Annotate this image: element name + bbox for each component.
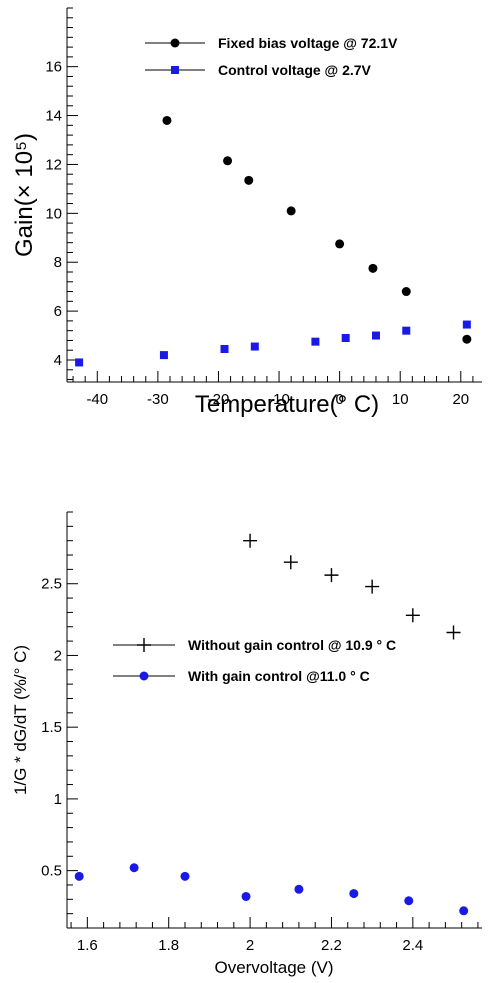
x-tick-label: 2.4 <box>402 937 423 954</box>
y-tick-label: 12 <box>45 156 62 173</box>
y-tick-label: 1 <box>54 791 62 808</box>
x-axis-title: Temperature(° C) <box>195 391 379 418</box>
data-point <box>250 342 259 351</box>
legend-entry: With gain control @11.0 ° C <box>188 668 370 684</box>
data-point <box>286 206 296 216</box>
data-point <box>180 871 190 881</box>
data-point <box>283 555 298 570</box>
data-point <box>74 871 84 881</box>
data-point <box>223 156 233 166</box>
x-tick-label: -10 <box>268 391 290 408</box>
data-point <box>402 326 411 335</box>
y-tick-label: 16 <box>45 59 62 76</box>
x-tick-label: 1.6 <box>77 937 98 954</box>
x-tick-label: -40 <box>86 391 108 408</box>
y-tick-label: 6 <box>54 303 62 320</box>
data-point <box>243 533 258 548</box>
data-point <box>462 334 472 344</box>
legend-entry: Fixed bias voltage @ 72.1V <box>218 35 398 51</box>
legend: Fixed bias voltage @ 72.1V Control voltag… <box>145 35 398 78</box>
x-tick-label: 1.8 <box>158 937 179 954</box>
data-point <box>368 263 378 273</box>
legend-marker <box>171 66 179 74</box>
data-point <box>75 358 84 367</box>
x-tick-label: 2.2 <box>321 937 342 954</box>
legend-entry: Without gain control @ 10.9 ° C <box>188 637 396 653</box>
data-point <box>446 625 461 640</box>
data-point <box>341 334 350 342</box>
series-2 <box>74 863 469 916</box>
legend-marker <box>139 671 149 681</box>
data-point <box>349 889 359 899</box>
series-1 <box>162 115 472 344</box>
legend-marker <box>170 38 180 48</box>
legend-entry: Control voltage @ 2.7V <box>218 62 372 78</box>
x-tick-label: -20 <box>208 391 230 408</box>
data-point <box>365 579 380 594</box>
y-axis-title: Gain(× 10⁵) <box>11 133 38 257</box>
x-tick-label: -30 <box>147 391 169 408</box>
x-tick-label: 10 <box>392 391 409 408</box>
y-axis-title: 1/G * dG/dT (%/° C) <box>11 645 30 795</box>
data-point <box>405 608 420 623</box>
data-point <box>311 337 320 346</box>
x-tick-label: 0 <box>335 391 343 408</box>
data-point <box>244 175 254 185</box>
data-point <box>462 320 471 329</box>
series-1 <box>243 533 461 640</box>
data-point <box>294 884 304 894</box>
chart-1: -40 -30 -20 -10 0 10 20 4 6 8 10 12 14 16 Temperature(… <box>11 7 482 418</box>
data-point <box>220 345 229 353</box>
y-tick-label: 10 <box>45 205 62 222</box>
legend: Without gain control @ 10.9 ° C With gain… <box>113 637 396 684</box>
data-point <box>335 239 345 249</box>
legend-marker <box>137 638 151 652</box>
data-point <box>371 331 380 340</box>
series-2 <box>75 320 471 367</box>
data-point <box>324 568 339 583</box>
data-point <box>159 351 168 360</box>
y-tick-label: 0.5 <box>41 863 62 880</box>
data-point <box>162 115 172 125</box>
y-tick-label: 14 <box>45 108 62 125</box>
y-tick-label: 2.5 <box>41 576 62 593</box>
y-tick-label: 8 <box>54 254 62 271</box>
data-point <box>129 863 139 873</box>
x-tick-label: 20 <box>452 391 469 408</box>
chart-2: 1.6 1.8 2 2.2 2.4 0.5 1 1.5 2 2.5 Overvoltage (V) 1… <box>11 511 482 977</box>
y-tick-label: 4 <box>54 352 62 369</box>
data-point <box>401 287 411 297</box>
y-tick-label: 2 <box>54 647 62 664</box>
x-tick-label: 2 <box>246 937 254 954</box>
y-tick-label: 1.5 <box>41 719 62 736</box>
data-point <box>241 891 251 901</box>
data-point <box>404 896 414 906</box>
data-point <box>459 906 469 916</box>
x-axis-title: Overvoltage (V) <box>214 958 333 977</box>
